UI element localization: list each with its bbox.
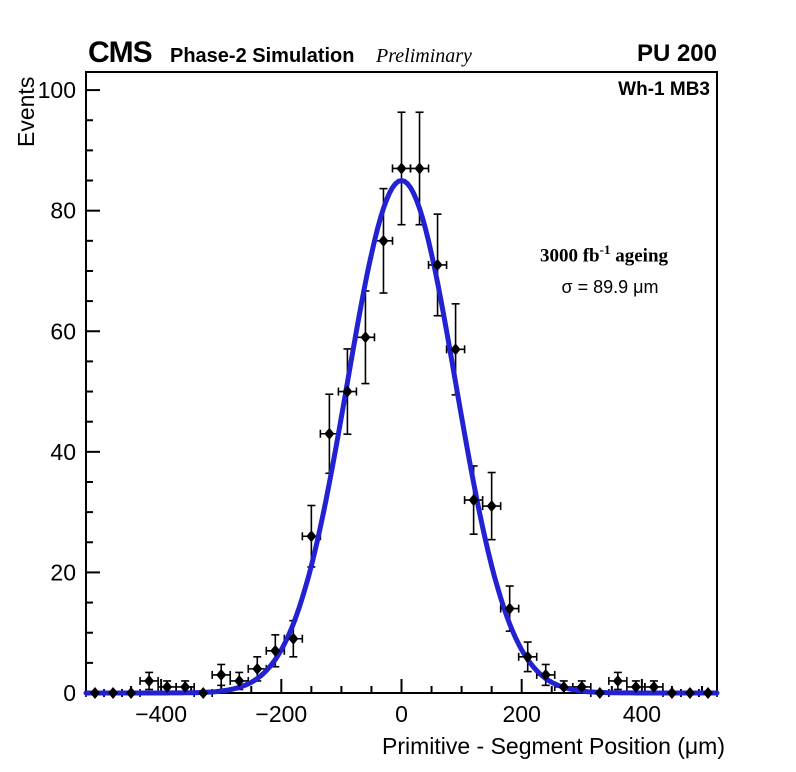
data-point-marker (702, 687, 713, 699)
data-point-marker (126, 687, 137, 699)
tick-labels: −400 −200 0 200 400 0 20 40 60 80 100 (38, 77, 661, 727)
x-tick-label: 200 (503, 701, 541, 727)
x-tick-label: 0 (395, 701, 408, 727)
y-tick-label: 80 (50, 198, 76, 224)
lumi-value: 3000 fb (539, 245, 600, 267)
data-point-marker (684, 687, 695, 699)
data-point-marker (630, 680, 641, 693)
data-point-marker (648, 680, 659, 693)
data-point-marker (198, 687, 209, 699)
data-point-marker (180, 680, 191, 693)
data-point-marker (234, 674, 245, 687)
data-point-marker (162, 680, 173, 693)
data-point-marker (288, 632, 299, 645)
data-point-marker (270, 644, 281, 657)
y-tick-label: 40 (50, 439, 76, 465)
data-point-marker (468, 494, 479, 507)
x-tick-label: −200 (255, 701, 307, 727)
data-point-marker (450, 343, 461, 356)
error-bars (85, 111, 718, 697)
data-point-marker (252, 662, 263, 675)
data-point-marker (378, 234, 389, 247)
data-point-marker (216, 668, 227, 681)
ageing-annotation: 3000 fb-1 ageing (540, 242, 668, 267)
cms-logo-text: CMS (88, 36, 153, 69)
x-tick-label: 400 (623, 701, 661, 727)
data-point-marker (414, 162, 425, 175)
data-point-marker (666, 687, 677, 699)
y-tick-label: 0 (63, 680, 76, 706)
data-point-marker (108, 687, 119, 699)
data-point-marker (558, 680, 569, 693)
pileup-label: PU 200 (636, 40, 717, 67)
data-point-marker (540, 668, 551, 681)
data-point-marker (576, 680, 587, 693)
y-tick-label: 100 (38, 77, 76, 103)
axis-ticks (86, 89, 703, 694)
gaussian-fit-curve (83, 178, 720, 696)
simulation-label: Phase-2 Simulation (170, 45, 355, 67)
data-point-marker (504, 602, 515, 615)
x-tick-label: −400 (135, 701, 187, 727)
sigma-annotation: σ = 89.9 μm (561, 277, 659, 297)
data-point-marker (612, 674, 623, 687)
data-point-marker (522, 650, 533, 663)
chamber-label: Wh-1 MB3 (618, 79, 710, 100)
data-point-marker (324, 427, 335, 440)
data-markers (90, 162, 713, 699)
data-point-marker (90, 687, 101, 699)
data-point-marker (432, 258, 443, 271)
data-point-marker (306, 530, 317, 543)
data-point-marker (144, 674, 155, 687)
data-point-marker (396, 162, 407, 175)
data-point-marker (360, 331, 371, 344)
data-point-marker (486, 500, 497, 513)
x-axis-title: Primitive - Segment Position (μm) (381, 733, 725, 759)
preliminary-label: Preliminary (376, 45, 472, 67)
lumi-exponent: -1 (599, 242, 611, 257)
ageing-text: ageing (610, 245, 669, 267)
data-point-marker (594, 687, 605, 699)
y-tick-label: 60 (50, 318, 76, 344)
y-tick-label: 20 (50, 559, 76, 585)
data-point-marker (342, 385, 353, 398)
